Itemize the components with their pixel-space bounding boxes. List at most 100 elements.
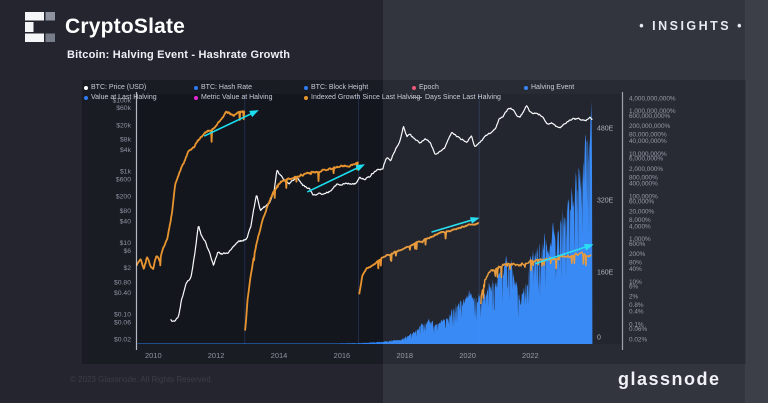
price-tick: $0.40 — [114, 290, 131, 297]
growth-tick: 20,000% — [629, 208, 655, 215]
price-tick: $0.06 — [114, 319, 131, 326]
series-indexed-growth-since-last-halving-epoch-4- — [480, 251, 592, 305]
price-tick: $0.02 — [114, 337, 131, 344]
year-tick: 2010 — [145, 351, 162, 360]
growth-tick: 40% — [629, 266, 642, 273]
chart-legend: BTC: Price (USD) BTC: Hash Rate BTC: Block… — [84, 83, 644, 103]
legend-dot-marker — [84, 95, 88, 100]
price-tick: $60k — [116, 105, 131, 112]
year-axis-ticks: 2010 2012 2014 2016 2018 2020 2022 — [145, 351, 539, 360]
legend-dash-marker — [412, 97, 422, 98]
hashrate-tick: 480E — [597, 125, 614, 132]
growth-tick: 10,000,000% — [629, 151, 667, 158]
hashrate-tick: 0 — [597, 334, 601, 341]
price-tick: $100k — [112, 97, 131, 104]
growth-tick: 100,000% — [629, 194, 658, 201]
growth-tick: 0.4% — [629, 309, 644, 316]
legend-label: BTC: Price (USD) — [91, 84, 147, 91]
growth-tick: 60,000% — [629, 198, 655, 205]
price-tick: $4k — [120, 147, 132, 154]
legend-label: Halving Event — [531, 84, 575, 91]
price-tick: $600 — [116, 177, 131, 184]
legend-label: Days Since Last Halving — [425, 94, 501, 101]
growth-tick: 4,000% — [629, 223, 651, 230]
growth-tick: 8,000% — [629, 217, 651, 224]
plot-series — [136, 94, 593, 344]
hashrate-axis-ticks: 480E 320E 160E 0 — [597, 125, 614, 341]
growth-tick: 600,000,000% — [629, 113, 671, 120]
legend-item-metric-value-at-halving[interactable]: Metric Value at Halving — [194, 93, 272, 102]
price-tick: $20k — [116, 122, 131, 129]
legend-item-indexed-growth-since-last-halving[interactable]: Indexed Growth Since Last Halving — [304, 93, 420, 102]
year-tick: 2016 — [334, 351, 351, 360]
legend-dot-marker — [304, 95, 308, 100]
cryptoslate-logo-icon — [25, 12, 55, 42]
legend-dot-marker — [304, 85, 308, 90]
price-tick: $2 — [123, 265, 131, 272]
growth-tick: 0.1% — [629, 322, 644, 329]
price-tick: $200 — [116, 194, 131, 201]
price-tick: $0.80 — [114, 279, 131, 286]
growth-tick: 80% — [629, 260, 642, 267]
growth-tick: 400,000% — [629, 181, 658, 188]
legend-label: Value at Last Halving — [91, 94, 157, 101]
growth-tick: 40,000,000% — [629, 138, 667, 145]
growth-tick: 4,000,000,000% — [629, 95, 676, 102]
legend-item-value-at-last-halving[interactable]: Value at Last Halving — [84, 93, 157, 102]
hashrate-tick: 160E — [597, 269, 614, 276]
glassnode-logo: glassnode — [618, 369, 721, 389]
growth-tick: 6% — [629, 284, 639, 291]
growth-tick: 10% — [629, 279, 642, 286]
year-tick: 2012 — [208, 351, 225, 360]
growth-tick: 1,000% — [629, 236, 651, 243]
hashrate-area — [137, 101, 593, 344]
legend-dot-marker — [412, 85, 416, 90]
legend-dot-marker — [524, 85, 528, 90]
growth-tick: 2,000,000% — [629, 166, 663, 173]
price-tick: $8k — [120, 137, 132, 144]
page-title: Bitcoin: Halving Event - Hashrate Growth — [67, 49, 291, 61]
series-indexed-growth-since-last-halving-epoch-3- — [358, 222, 480, 295]
trend-arrow-4 — [534, 244, 594, 265]
growth-tick: 0.06% — [629, 326, 647, 333]
legend-label: Metric Value at Halving — [201, 94, 273, 101]
legend-dot-marker — [84, 85, 88, 90]
year-tick: 2020 — [459, 351, 476, 360]
legend-item-epoch[interactable]: Epoch — [412, 83, 439, 92]
legend-dot-marker — [194, 85, 198, 90]
growth-tick: 200% — [629, 251, 646, 258]
legend-label: Epoch — [419, 84, 439, 91]
price-tick: $1k — [120, 169, 132, 176]
series-btc-price-usd- — [170, 105, 593, 322]
price-tick: $80 — [120, 208, 132, 215]
legend-item-halving-event[interactable]: Halving Event — [524, 83, 574, 92]
growth-tick: 2% — [629, 294, 639, 301]
hashrate-tick: 320E — [597, 197, 614, 204]
growth-tick: 600% — [629, 241, 646, 248]
legend-label: BTC: Hash Rate — [201, 84, 252, 91]
growth-tick: 80,000,000% — [629, 132, 667, 139]
growth-axis-ticks: 4,000,000,000% 1,000,000,000%600,000,000%… — [629, 95, 676, 343]
price-tick: $0.10 — [114, 312, 131, 319]
trend-arrow-1 — [203, 110, 259, 137]
legend-item-btc-block-height[interactable]: BTC: Block Height — [304, 83, 368, 92]
copyright-text: © 2023 Glassnode. All Rights Reserved. — [70, 375, 213, 384]
growth-tick: 0.02% — [629, 336, 647, 343]
legend-item-btc-price-usd[interactable]: BTC: Price (USD) — [84, 83, 146, 92]
trend-arrow-2 — [306, 164, 365, 193]
growth-tick: 6,000,000% — [629, 156, 663, 163]
price-tick: $6 — [123, 248, 131, 255]
cryptoslate-brand: CryptoSlate — [25, 12, 185, 42]
legend-item-days-since-last-halving[interactable]: Days Since Last Halving — [412, 93, 501, 102]
growth-tick: 800,000% — [629, 174, 658, 181]
brand-name: CryptoSlate — [65, 15, 186, 38]
series-indexed-growth-since-last-halving-epoch-2- — [244, 161, 359, 331]
trend-arrow-3 — [431, 217, 480, 233]
legend-item-btc-hash-rate[interactable]: BTC: Hash Rate — [194, 83, 252, 92]
growth-tick: 1,000,000,000% — [629, 108, 676, 115]
price-axis-ticks: $100k$60k$20k$8k$4k$1k$600$200$80$40$10$… — [112, 97, 131, 343]
legend-label: BTC: Block Height — [311, 84, 369, 91]
year-tick: 2018 — [396, 351, 413, 360]
